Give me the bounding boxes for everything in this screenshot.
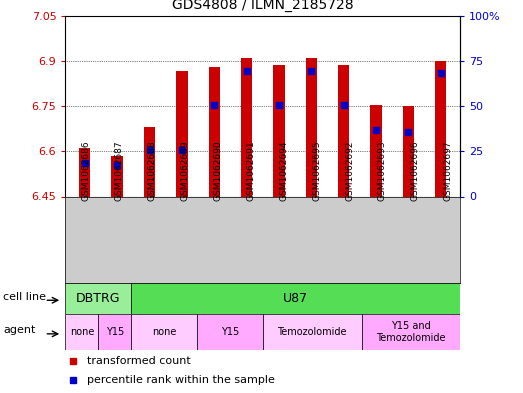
FancyBboxPatch shape <box>263 314 361 350</box>
FancyBboxPatch shape <box>131 314 197 350</box>
Text: GSM1062695: GSM1062695 <box>312 140 321 201</box>
Text: Y15 and
Temozolomide: Y15 and Temozolomide <box>376 321 446 343</box>
Text: GSM1062686: GSM1062686 <box>82 140 91 201</box>
Text: none: none <box>152 327 176 337</box>
Text: DBTRG: DBTRG <box>76 292 120 305</box>
Text: GSM1062690: GSM1062690 <box>213 140 222 201</box>
Text: percentile rank within the sample: percentile rank within the sample <box>87 375 275 386</box>
FancyBboxPatch shape <box>197 314 263 350</box>
Text: none: none <box>70 327 94 337</box>
Text: Temozolomide: Temozolomide <box>277 327 347 337</box>
FancyBboxPatch shape <box>131 283 460 314</box>
Bar <box>435 61 447 196</box>
Text: agent: agent <box>3 325 36 335</box>
Text: transformed count: transformed count <box>87 356 191 366</box>
Text: GSM1062688: GSM1062688 <box>147 140 157 201</box>
Text: Y15: Y15 <box>106 327 124 337</box>
Bar <box>176 72 188 196</box>
Bar <box>209 67 220 196</box>
FancyBboxPatch shape <box>98 314 131 350</box>
Bar <box>274 66 285 196</box>
Text: GSM1062693: GSM1062693 <box>378 140 387 201</box>
Title: GDS4808 / ILMN_2185728: GDS4808 / ILMN_2185728 <box>172 0 354 12</box>
Bar <box>111 156 123 196</box>
Text: GSM1062694: GSM1062694 <box>279 140 288 201</box>
Bar <box>403 106 414 196</box>
Text: GSM1062696: GSM1062696 <box>411 140 420 201</box>
FancyBboxPatch shape <box>361 314 460 350</box>
Bar <box>370 105 382 196</box>
Bar <box>79 148 90 196</box>
Text: GSM1062691: GSM1062691 <box>246 140 255 201</box>
Text: GSM1062697: GSM1062697 <box>444 140 453 201</box>
Bar <box>241 58 252 196</box>
Text: GSM1062692: GSM1062692 <box>345 140 354 201</box>
Text: GSM1062689: GSM1062689 <box>180 140 189 201</box>
FancyBboxPatch shape <box>65 283 131 314</box>
Text: Y15: Y15 <box>221 327 239 337</box>
Bar <box>305 58 317 196</box>
Bar <box>144 127 155 196</box>
FancyBboxPatch shape <box>65 314 98 350</box>
Text: cell line: cell line <box>3 292 46 302</box>
Bar <box>338 66 349 196</box>
Text: GSM1062687: GSM1062687 <box>115 140 124 201</box>
Text: U87: U87 <box>283 292 308 305</box>
